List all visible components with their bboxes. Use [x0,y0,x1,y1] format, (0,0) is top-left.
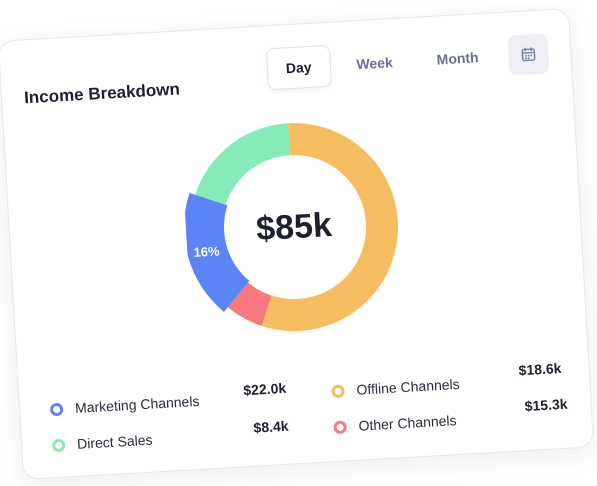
legend-value-direct-sales: $8.4k [253,417,289,436]
legend-dot-other [333,419,347,434]
tab-month[interactable]: Month [436,49,480,68]
donut-slice-offline-channels[interactable] [250,117,404,333]
legend-item-direct-sales: Direct Sales [51,431,153,454]
legend-dot-direct-sales [51,438,66,452]
donut-slice-other-channels[interactable] [226,281,273,328]
legend-dot-offline [331,383,345,398]
tab-day[interactable]: Day [265,44,332,91]
donut-center-total: $85k [255,205,333,248]
card-title: Income Breakdown [23,79,181,108]
legend-label-other: Other Channels [358,412,457,434]
legend-value-offline: $18.6k [518,359,562,379]
tab-week[interactable]: Week [355,54,394,73]
legend-value-other: $15.3k [524,395,568,415]
calendar-icon [521,47,536,62]
legend-label-direct-sales: Direct Sales [76,431,153,452]
legend-item-offline: Offline Channels [331,376,460,399]
legend-item-marketing: Marketing Channels [49,392,200,418]
legend-dot-marketing [49,402,64,416]
donut-svg [182,117,404,333]
marketing-percent-label: 16% [193,243,220,260]
period-tabs: Day Week Month [265,32,550,91]
income-breakdown-card: Income Breakdown Day Week Month [0,7,595,481]
calendar-button[interactable] [507,33,550,76]
legend-label-offline: Offline Channels [356,375,461,398]
donut-slice-direct-sales[interactable] [191,123,292,206]
legend-value-marketing: $22.0k [242,379,287,399]
income-donut-chart: $85k 16% [180,113,408,341]
donut-slice-marketing-channels[interactable] [182,190,251,314]
legend-label-marketing: Marketing Channels [74,392,200,416]
legend-item-other: Other Channels [333,412,457,435]
